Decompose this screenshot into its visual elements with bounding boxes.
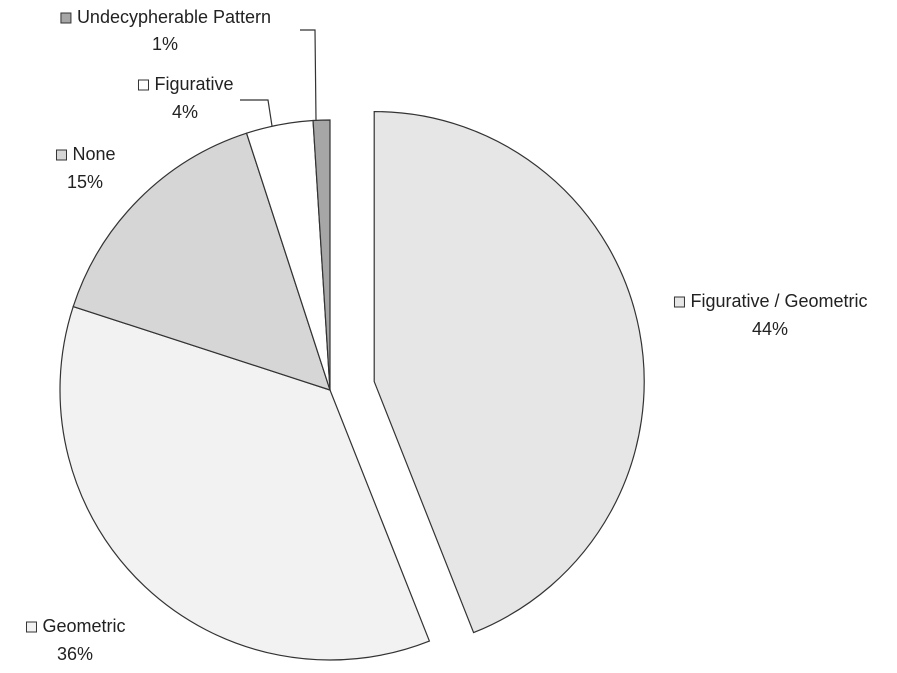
- slice-value-label: 44%: [752, 319, 788, 339]
- legend-key: [60, 12, 72, 24]
- slice-label: Figurative: [154, 74, 233, 94]
- legend-key: [137, 79, 149, 91]
- pie-slice: [312, 119, 331, 391]
- leader-line: [240, 99, 273, 127]
- slice-value-label: 4%: [172, 102, 198, 122]
- slice-label: Undecypherable Pattern: [77, 7, 271, 27]
- slice-value-label: 36%: [57, 644, 93, 664]
- legend-key: [55, 149, 67, 161]
- pie-slice: [59, 305, 431, 661]
- pie-slice: [373, 110, 645, 634]
- slice-label: Geometric: [42, 616, 125, 636]
- legend-key: [25, 621, 37, 633]
- legend-key: [673, 296, 685, 308]
- leader-line: [300, 29, 317, 121]
- pie-slice: [72, 132, 331, 391]
- slice-value-label: 1%: [152, 34, 178, 54]
- slice-label: None: [72, 144, 115, 164]
- slice-value-label: 15%: [67, 172, 103, 192]
- slice-label: Figurative / Geometric: [690, 291, 867, 311]
